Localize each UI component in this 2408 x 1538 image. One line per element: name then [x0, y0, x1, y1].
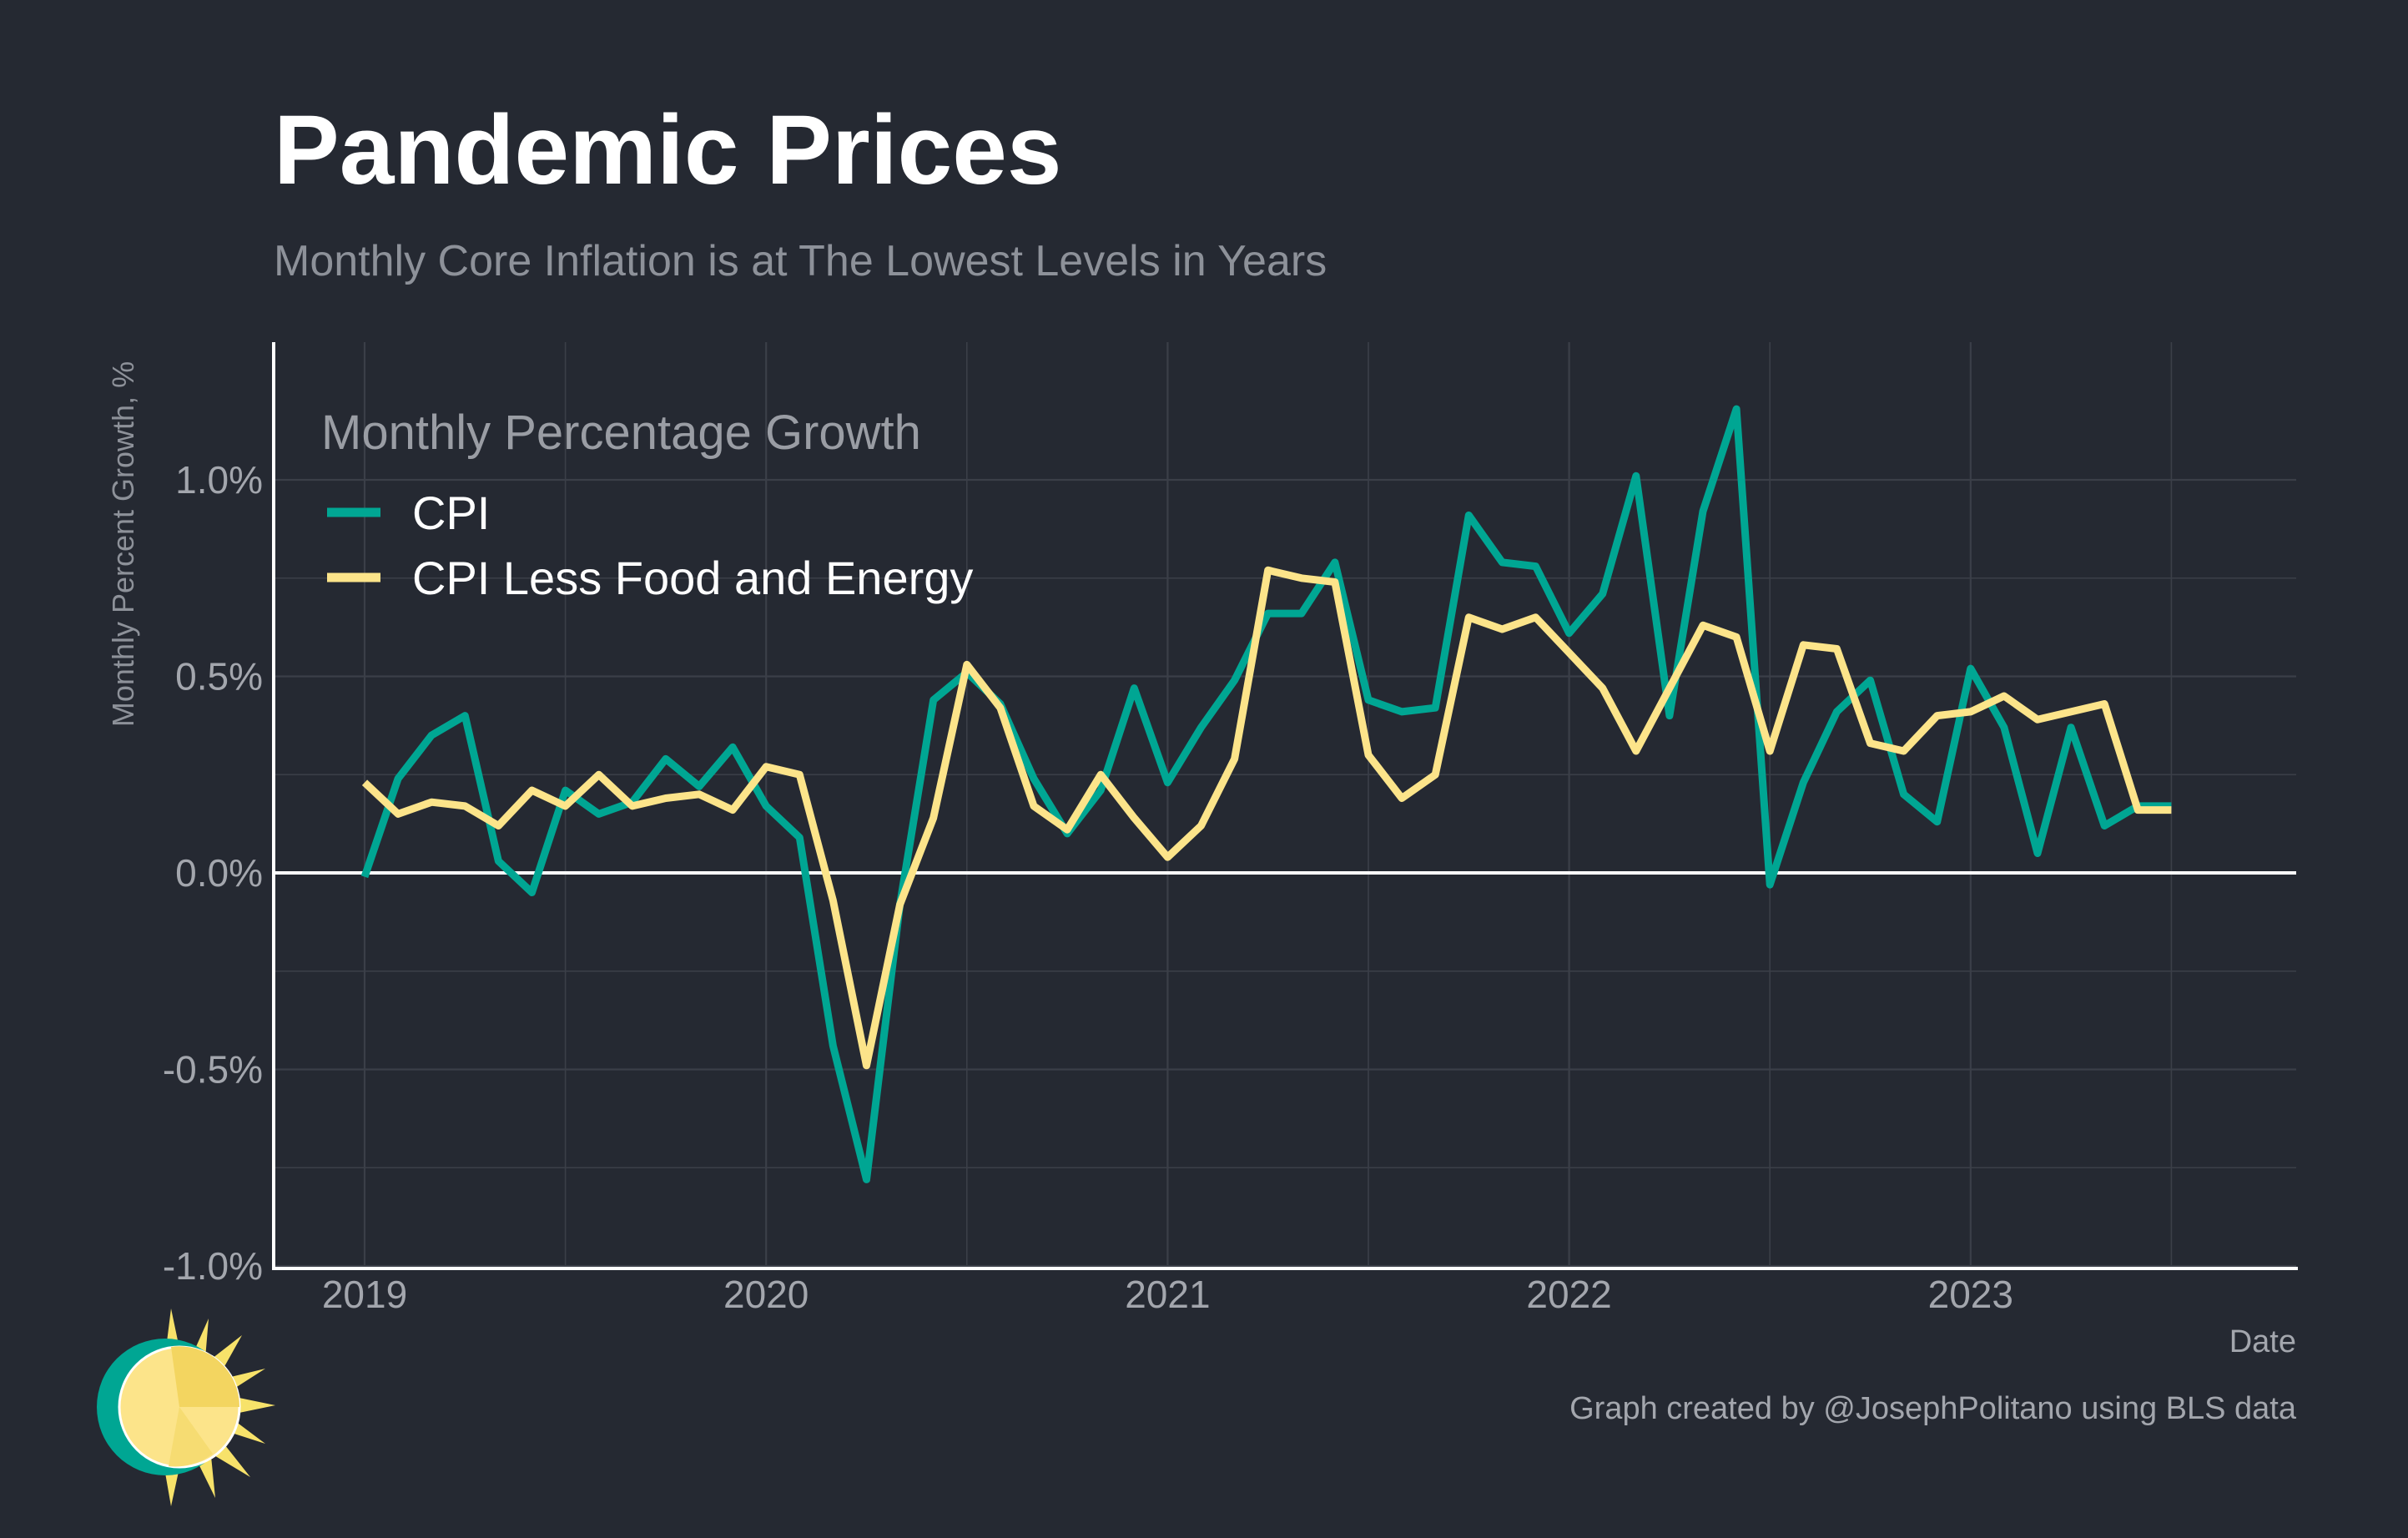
- series-line-core: [361, 566, 2172, 1070]
- x-tick-label: 2022: [1526, 1273, 1611, 1316]
- x-tick-label: 2020: [723, 1273, 809, 1316]
- y-tick-label: 0.5%: [175, 655, 263, 698]
- y-tick-label: 1.0%: [175, 458, 263, 502]
- x-tick-label: 2021: [1125, 1273, 1210, 1316]
- legend-label-cpi: CPI: [412, 487, 490, 539]
- x-tick-label: 2023: [1928, 1273, 2013, 1316]
- y-tick-labels: 1.0% 0.5% 0.0% -0.5% -1.0%: [163, 458, 263, 1288]
- y-axis-label: Monthly Percent Growth, %: [106, 361, 140, 727]
- legend-title: Monthly Percentage Growth: [321, 406, 921, 460]
- sun-logo-icon: [97, 1309, 275, 1506]
- y-tick-label: -0.5%: [163, 1048, 263, 1092]
- y-tick-label: -1.0%: [163, 1244, 263, 1288]
- x-tick-labels: 2019 2020 2021 2022 2023: [322, 1273, 2013, 1316]
- source-caption: Graph created by @JosephPolitano using B…: [1569, 1391, 2297, 1426]
- axes: [272, 342, 2298, 1270]
- legend-label-core: CPI Less Food and Energy: [412, 552, 973, 604]
- chart-subtitle: Monthly Core Inflation is at The Lowest …: [274, 237, 1327, 285]
- x-axis-label: Date: [2229, 1324, 2296, 1359]
- legend: Monthly Percentage Growth CPI CPI Less F…: [321, 406, 973, 604]
- x-tick-label: 2019: [322, 1273, 407, 1316]
- series-group: [360, 405, 2172, 1183]
- chart-title: Pandemic Prices: [274, 95, 1062, 205]
- y-tick-label: 0.0%: [175, 851, 263, 895]
- series-line-cpi: [360, 405, 2172, 1183]
- grid: [275, 342, 2296, 1268]
